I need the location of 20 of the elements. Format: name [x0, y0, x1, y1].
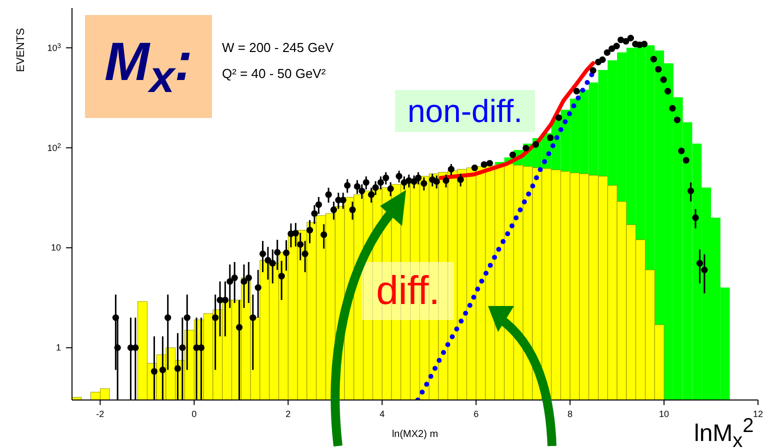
x-tick-label: 0 [192, 409, 197, 419]
y-tick-label: 10 [50, 242, 61, 253]
x-tick-label: -2 [96, 409, 104, 419]
y-tick-label: 10$^{3}$ [47, 42, 62, 53]
annotation: diff. [376, 269, 440, 313]
label-box: M$_{x}$: [85, 15, 212, 118]
x-axis-title: ln(MX2) m [392, 429, 438, 440]
x-tick-label: 6 [474, 409, 479, 419]
x-tick-label: 10 [659, 409, 670, 419]
x-tick-label: 2 [286, 409, 291, 419]
y-axis-title: EVENTS [15, 28, 27, 72]
annotation: Q² = 40 - 50 GeV² [222, 66, 326, 81]
x-tick-label: 4 [380, 409, 385, 419]
annotation: non-diff. [407, 93, 523, 129]
x-tick-label: 12 [752, 409, 764, 419]
x-tick-label: 8 [568, 409, 573, 419]
annotation: W = 200 - 245 GeV [222, 40, 334, 55]
annotation: M$_{x}$: [104, 32, 192, 102]
y-tick-label: 1 [56, 342, 61, 353]
y-tick-label: 10$^{2}$ [47, 142, 62, 153]
